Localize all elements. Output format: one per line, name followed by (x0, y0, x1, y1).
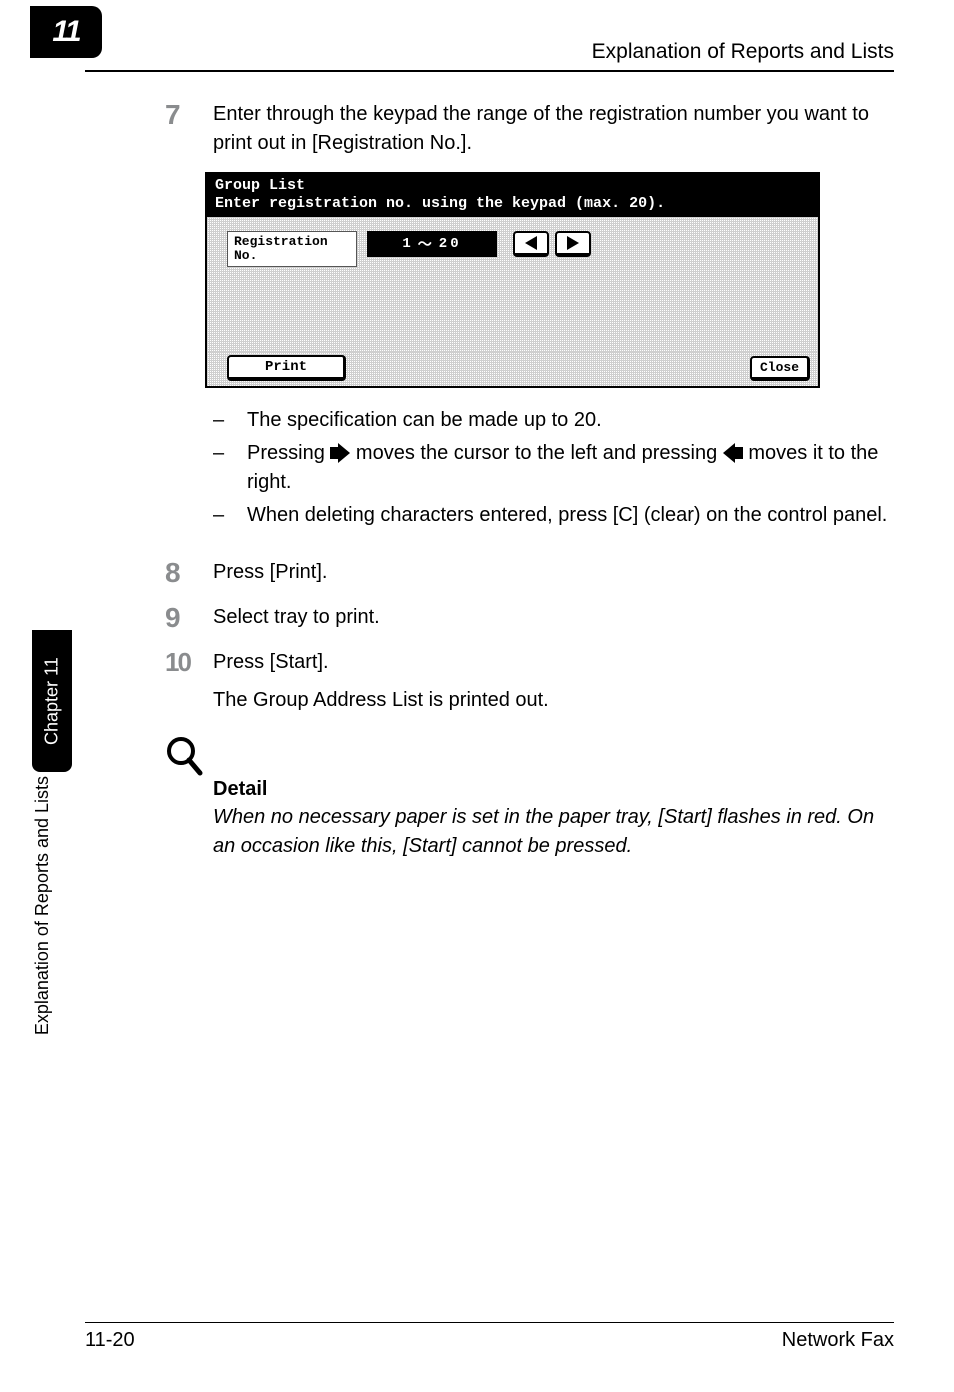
arrow-right-icon (567, 236, 579, 250)
arrow-left-icon (723, 444, 743, 462)
main-content: 7 Enter through the keypad the range of … (165, 100, 894, 861)
note-text: Pressing moves the cursor to the left an… (247, 439, 894, 497)
step-7: 7 Enter through the keypad the range of … (165, 100, 894, 158)
detail-text: When no necessary paper is set in the pa… (213, 803, 894, 861)
step10-result: The Group Address List is printed out. (213, 689, 894, 712)
chapter-tab: 11 (30, 6, 102, 58)
screenshot-body: Registration No. 1 ～ 20 (207, 217, 818, 352)
side-chapter-label: Chapter 11 (32, 630, 72, 772)
step10-line: Press [Start]. (213, 648, 894, 677)
registration-no-label: Registration No. (227, 231, 357, 267)
screenshot-footer: Print Close (207, 352, 818, 386)
step-9: 9 Select tray to print. (165, 603, 894, 632)
range-from: 1 (402, 236, 413, 252)
step7-notes: – The specification can be made up to 20… (213, 406, 894, 530)
reg-label-line2: No. (234, 249, 350, 263)
arrow-left-icon (525, 236, 537, 250)
detail-heading: Detail (213, 778, 894, 801)
step-text: Enter through the keypad the range of th… (213, 100, 894, 158)
step-number: 7 (165, 100, 213, 158)
close-button[interactable]: Close (750, 356, 810, 381)
side-tab: Chapter 11 Explanation of Reports and Li… (32, 630, 72, 1120)
list-item: – Pressing moves the cursor to the left … (213, 439, 894, 497)
arrow-right-icon (330, 444, 350, 462)
range-separator: ～ (418, 234, 435, 254)
step-8: 8 Press [Print]. (165, 558, 894, 587)
step-text: Press [Start]. (213, 648, 894, 677)
print-button[interactable]: Print (227, 355, 346, 381)
note-frag: Pressing (247, 442, 330, 464)
note-text: When deleting characters entered, press … (247, 501, 894, 530)
step-number: 10 (165, 648, 213, 677)
screenshot-group-list: Group List Enter registration no. using … (205, 172, 820, 388)
screenshot-subtitle: Enter registration no. using the keypad … (215, 195, 810, 213)
running-title: Explanation of Reports and Lists (592, 40, 894, 63)
screenshot-title: Group List (215, 177, 810, 195)
registration-range-field[interactable]: 1 ～ 20 (367, 231, 497, 257)
step-text: Press [Print]. (213, 558, 894, 587)
note-frag: moves the cursor to the left and pressin… (350, 442, 722, 464)
list-item: – When deleting characters entered, pres… (213, 501, 894, 530)
page-header: 11 Explanation of Reports and Lists (85, 40, 894, 72)
list-item: – The specification can be made up to 20… (213, 406, 894, 435)
cursor-right-button[interactable] (555, 231, 591, 257)
side-section-label: Explanation of Reports and Lists (32, 776, 72, 1035)
detail-block: Detail When no necessary paper is set in… (165, 736, 894, 861)
dash: – (213, 439, 247, 497)
screenshot-header: Group List Enter registration no. using … (207, 174, 818, 217)
page-number: 11-20 (85, 1329, 135, 1352)
magnifier-icon (165, 736, 205, 776)
step-number: 9 (165, 603, 213, 632)
cursor-left-button[interactable] (513, 231, 549, 257)
dash: – (213, 406, 247, 435)
note-text: The specification can be made up to 20. (247, 406, 894, 435)
product-name: Network Fax (782, 1329, 894, 1352)
dash: – (213, 501, 247, 530)
step-10: 10 Press [Start]. (165, 648, 894, 677)
reg-label-line1: Registration (234, 235, 350, 249)
step-number: 8 (165, 558, 213, 587)
page-footer: 11-20 Network Fax (85, 1322, 894, 1352)
step-text: Select tray to print. (213, 603, 894, 632)
range-to: 20 (439, 236, 462, 252)
